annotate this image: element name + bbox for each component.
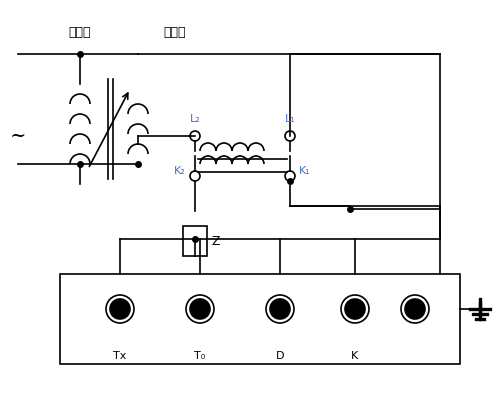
Circle shape [190, 299, 210, 319]
Bar [183, 226, 207, 256]
Text: K₂: K₂ [174, 166, 186, 176]
Circle shape [405, 299, 425, 319]
Text: L₂: L₂ [189, 114, 200, 124]
Text: 调压器: 调压器 [69, 26, 91, 39]
Text: K: K [351, 351, 359, 361]
Text: T₀: T₀ [194, 351, 206, 361]
Text: ~: ~ [10, 127, 26, 145]
Text: L₁: L₁ [285, 114, 296, 124]
Text: K₁: K₁ [299, 166, 311, 176]
Text: 升流器: 升流器 [164, 26, 186, 39]
Text: Z: Z [211, 234, 220, 247]
Circle shape [270, 299, 290, 319]
Bar [60, 274, 460, 364]
Text: D: D [276, 351, 284, 361]
Text: Tx: Tx [113, 351, 126, 361]
Circle shape [345, 299, 365, 319]
Circle shape [110, 299, 130, 319]
